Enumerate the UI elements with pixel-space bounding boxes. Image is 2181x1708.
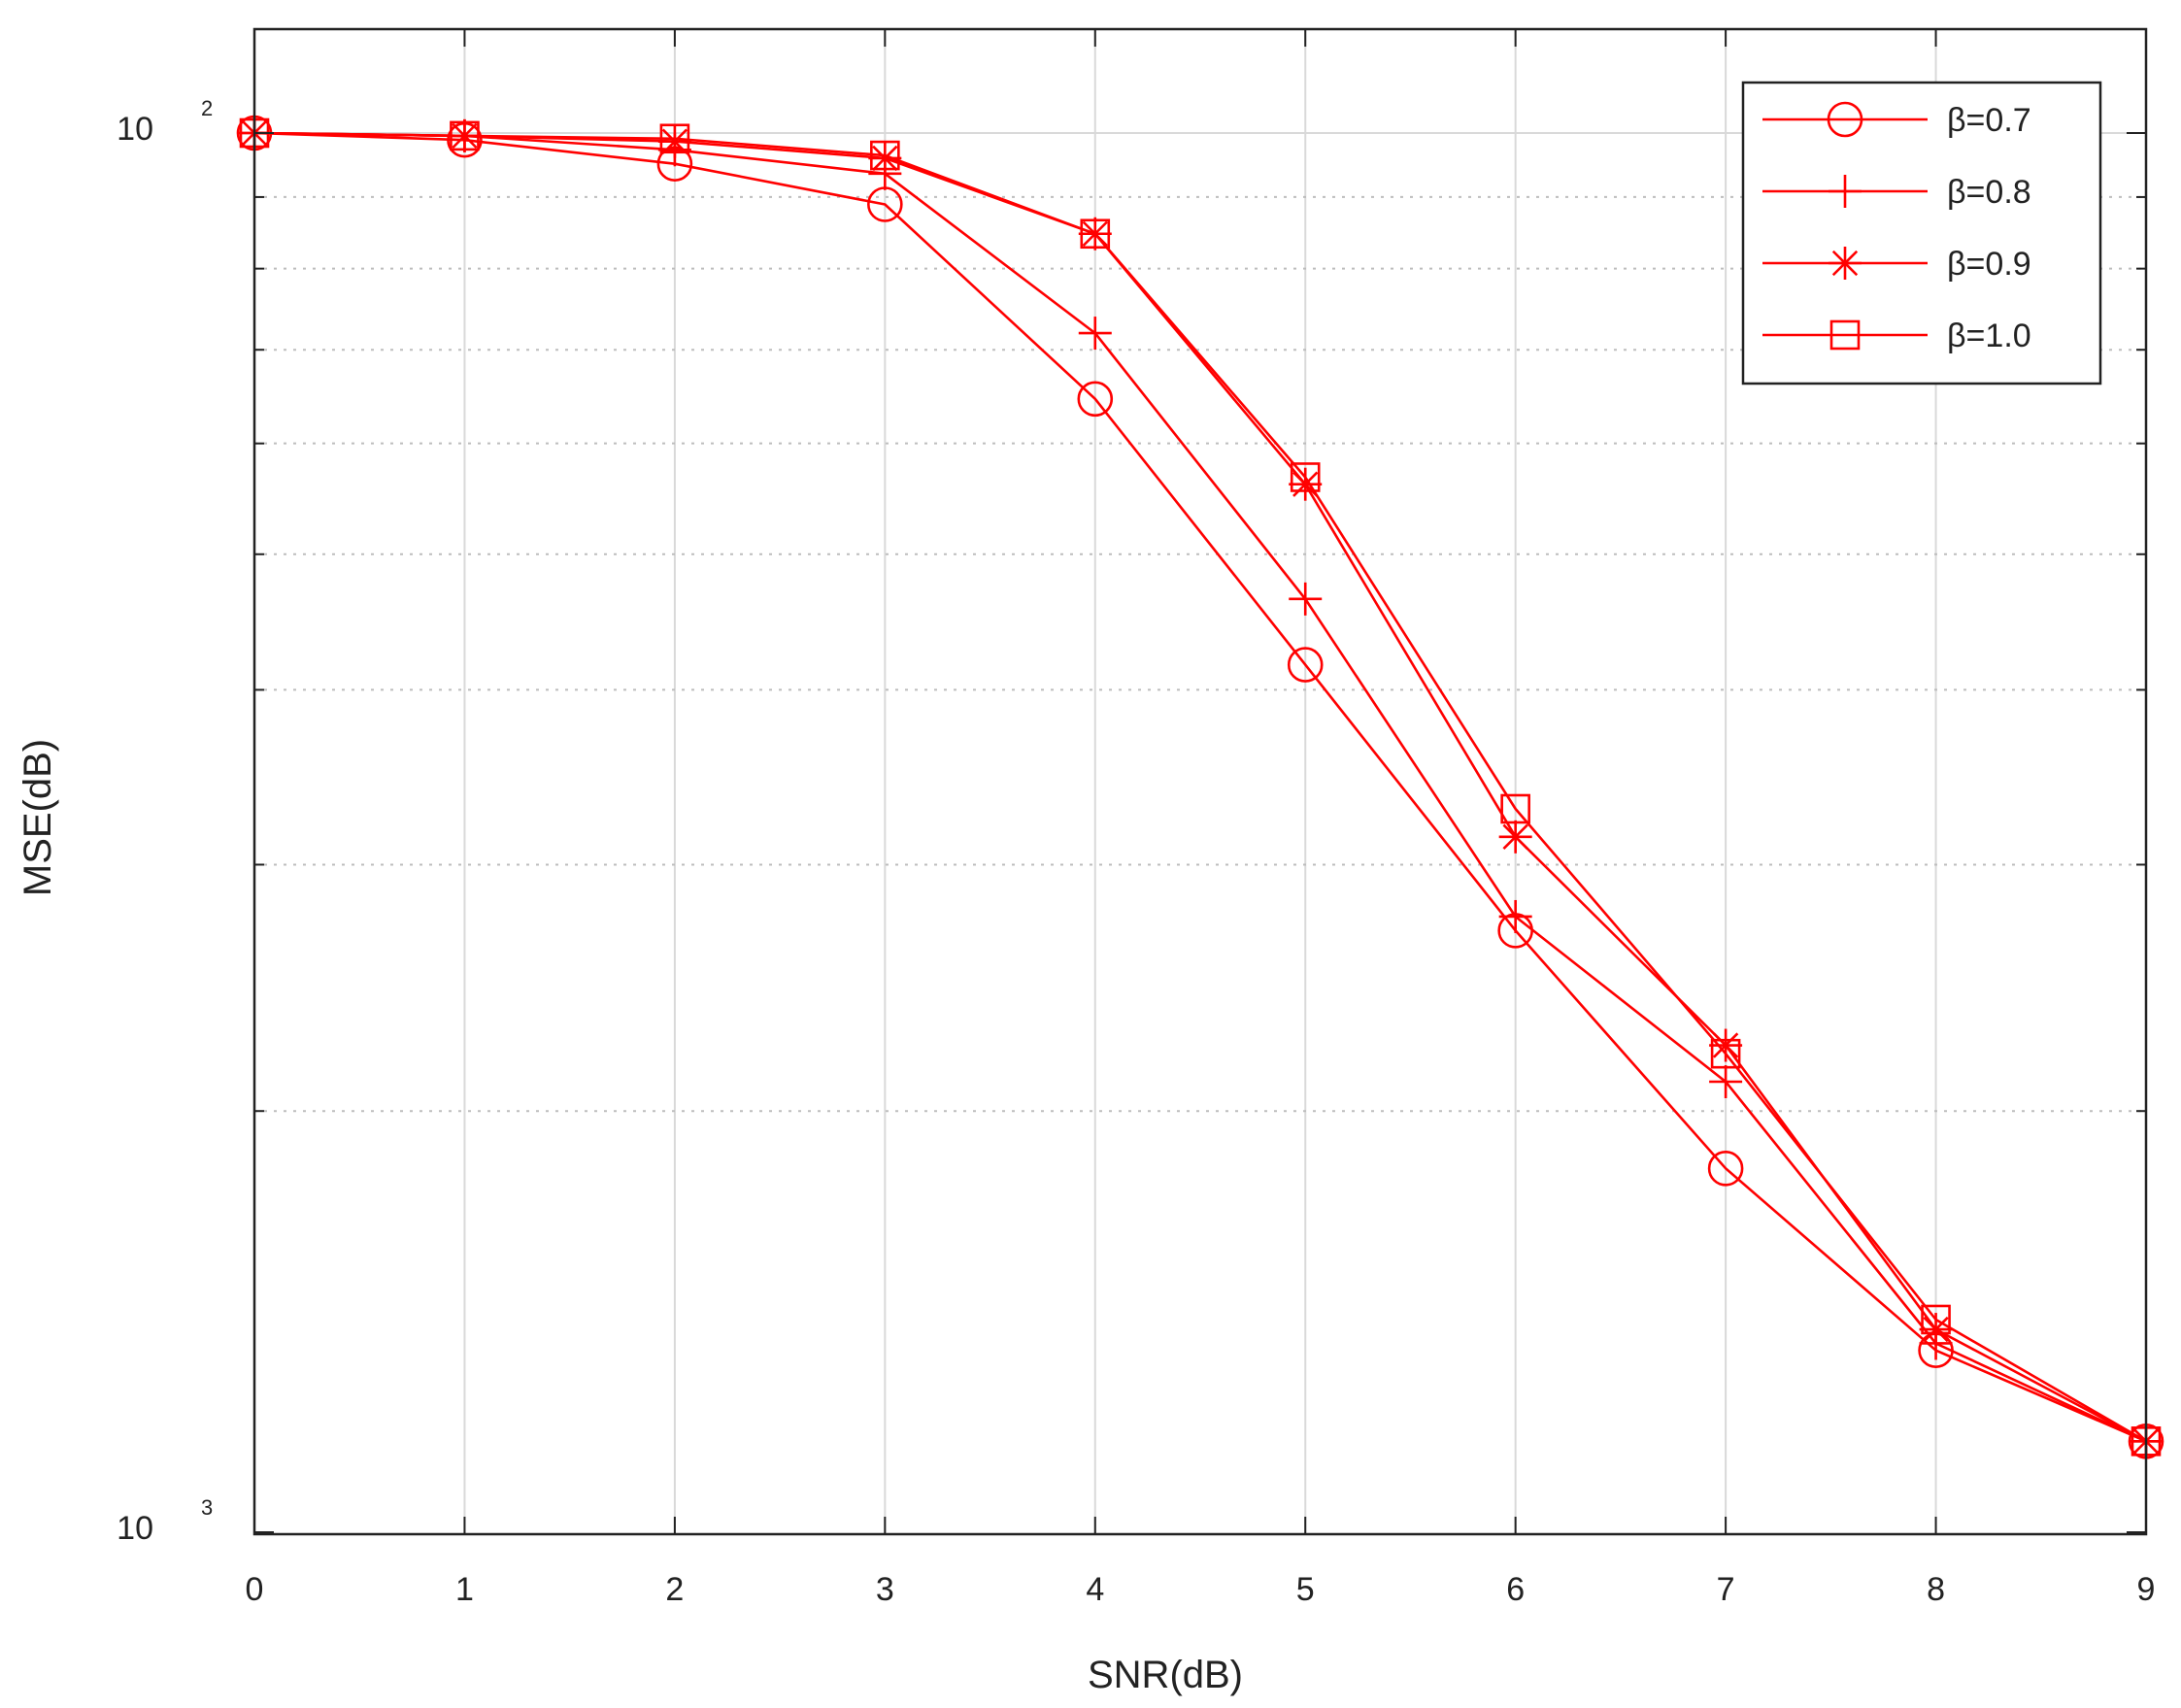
legend-item: β=0.9: [1762, 246, 2031, 283]
data-point-plus: [1078, 317, 1112, 351]
data-point-asterisk: [1709, 1028, 1743, 1062]
y-tick-base-top: 10: [117, 111, 153, 148]
x-tick-label: 0: [246, 1571, 264, 1608]
data-point-asterisk: [1498, 820, 1532, 854]
data-point-square: [1500, 793, 1530, 824]
legend: β=0.7 β=0.8 β=0.9 β=1.0: [1741, 81, 2102, 385]
legend-label: β=0.7: [1947, 102, 2031, 139]
series-layer: [236, 115, 2164, 1459]
asterisk-stroke: [1831, 250, 1859, 277]
data-point-circle: [1707, 1151, 1744, 1187]
data-point-circle: [1287, 647, 1324, 683]
series-line: [253, 131, 2147, 1443]
legend-item: β=1.0: [1762, 318, 2031, 354]
asterisk-stroke: [872, 145, 898, 172]
data-point-square: [1080, 218, 1111, 250]
legend-item: β=0.8: [1762, 174, 2031, 211]
data-point-plus: [1289, 582, 1323, 616]
legend-items: β=0.7 β=0.8 β=0.9 β=1.0: [1762, 101, 2031, 354]
data-point-plus: [1829, 175, 1862, 208]
y-tick-exp-top: 2: [201, 96, 213, 120]
plot-frame: [252, 27, 2148, 1536]
data-point-circle: [1827, 101, 1863, 138]
legend-label: β=1.0: [1947, 318, 2031, 354]
asterisk-stroke: [1292, 471, 1319, 497]
asterisk-stroke: [661, 128, 688, 154]
data-point-plus: [1498, 899, 1532, 933]
data-point-asterisk: [1289, 467, 1323, 501]
x-tick-label: 9: [2137, 1571, 2156, 1608]
data-point-asterisk: [1829, 247, 1862, 280]
legend-item: β=0.7: [1762, 101, 2031, 139]
x-tick-label: 4: [1086, 1571, 1104, 1608]
x-tick-label: 1: [455, 1571, 474, 1608]
legend-box: [1741, 81, 2102, 385]
y-tick-exp-bottom: 3: [201, 1495, 213, 1520]
data-point-asterisk: [1919, 1313, 1953, 1347]
legend-label: β=0.8: [1947, 174, 2031, 211]
data-point-asterisk: [868, 141, 902, 175]
axis-ticks: [253, 29, 2147, 1534]
y-tick-label-bottom: 10 3: [117, 1495, 213, 1547]
asterisk-stroke: [1712, 1032, 1739, 1058]
data-point-square: [659, 123, 690, 154]
series-line: [253, 131, 2147, 1443]
data-point-square: [1921, 1304, 1951, 1335]
legend-label: β=0.9: [1947, 246, 2031, 283]
x-tick-label: 3: [876, 1571, 894, 1608]
data-point-square: [870, 140, 900, 171]
y-tick-label-top: 10 2: [117, 96, 213, 148]
data-point-square: [450, 120, 480, 151]
x-tick-label: 7: [1717, 1571, 1735, 1608]
x-tick-label: 6: [1506, 1571, 1525, 1608]
data-point-plus: [1709, 1064, 1743, 1098]
x-axis-label: SNR(dB): [1088, 1654, 1243, 1696]
data-point-circle: [1077, 381, 1114, 418]
x-tick-label: 8: [1927, 1571, 1945, 1608]
series-4: [239, 117, 2162, 1457]
data-point-square: [1290, 462, 1321, 492]
series-line: [253, 131, 2147, 1443]
y-tick-base-bottom: 10: [117, 1510, 153, 1547]
y-axis-label: MSE(dB): [17, 739, 59, 896]
asterisk-stroke: [1923, 1316, 1949, 1343]
x-tick-labels: 0 1 2 3 4 5 6 7 8 9: [246, 1571, 2156, 1608]
data-point-square: [1829, 319, 1861, 351]
data-point-square: [1710, 1038, 1741, 1069]
x-tick-label: 5: [1296, 1571, 1315, 1608]
x-tick-label: 2: [665, 1571, 684, 1608]
asterisk-stroke: [1502, 823, 1528, 850]
